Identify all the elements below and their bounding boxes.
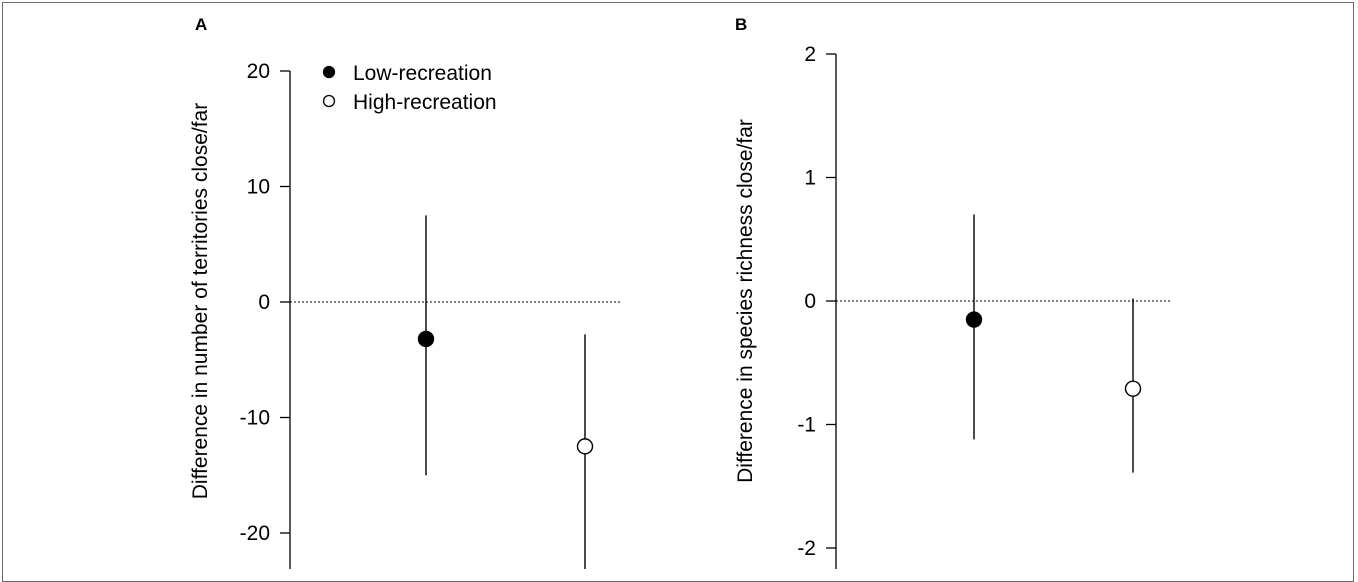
- panel-b-y-tick-label: -1: [797, 414, 816, 437]
- panel-a-high-recreation-point: [576, 438, 594, 455]
- panel-a-low-recreation-point: [417, 330, 435, 348]
- legend-marker-low-recreation: [322, 65, 336, 79]
- panel-b-y-tick-label: -2: [797, 537, 816, 560]
- panel-b-label: B: [735, 15, 747, 34]
- panel-a-label: A: [195, 15, 207, 34]
- legend-marker-high-recreation: [322, 94, 336, 108]
- panel-a-y-axis-label: Difference in number of territories clos…: [189, 103, 212, 499]
- panel-a-y-tick-label: -20: [240, 522, 270, 545]
- panel-b-y-tick-label: 2: [804, 43, 816, 66]
- panel-b-y-axis-label: Difference in species richness close/far: [734, 119, 757, 483]
- legend-label-low-recreation: Low-recreation: [353, 62, 492, 85]
- panel-b-low-recreation-point: [965, 311, 983, 328]
- panel-a-y-tick-label: 10: [247, 176, 270, 199]
- panel-a-y-tick-label: -10: [240, 407, 270, 430]
- panel-a-y-tick-label: 0: [258, 291, 270, 314]
- panel-b-y-tick-label: 0: [804, 290, 816, 313]
- panel-b-y-tick-label: 1: [804, 167, 816, 190]
- panel-a-y-tick-label: 20: [247, 60, 270, 83]
- panel-b-high-recreation-point: [1124, 380, 1142, 397]
- legend-label-high-recreation: High-recreation: [353, 91, 497, 114]
